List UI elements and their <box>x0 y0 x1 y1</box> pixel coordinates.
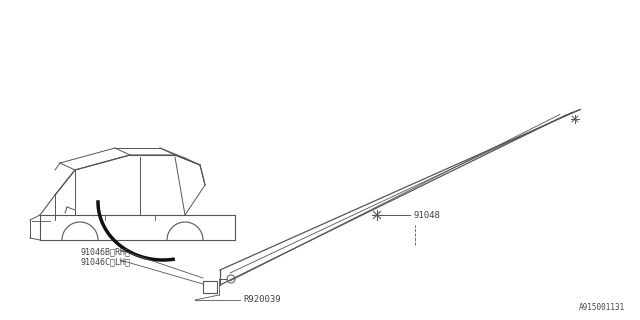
Text: R920039: R920039 <box>243 295 280 305</box>
Text: 91048: 91048 <box>413 211 440 220</box>
Text: 91046C〈LH〉: 91046C〈LH〉 <box>80 258 130 267</box>
Text: A915001131: A915001131 <box>579 303 625 312</box>
Text: 91046B〈RH〉: 91046B〈RH〉 <box>80 247 130 257</box>
